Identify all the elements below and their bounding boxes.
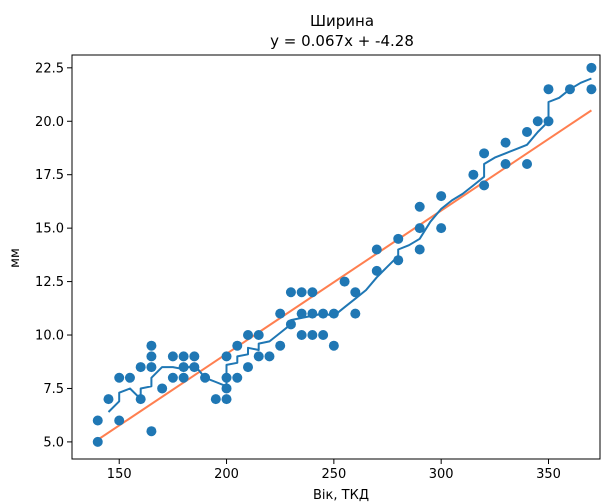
data-point (114, 372, 125, 383)
data-point (178, 362, 189, 373)
data-point (393, 255, 404, 266)
data-point (318, 308, 329, 319)
x-tick-label: 200 (214, 467, 239, 482)
data-point (135, 394, 146, 405)
x-tick-label: 150 (107, 467, 132, 482)
data-point (479, 148, 490, 159)
data-point (328, 308, 339, 319)
x-axis-label: Вік, ТКД (313, 488, 369, 502)
y-tick-label: 15.0 (35, 222, 64, 237)
data-point (157, 383, 168, 394)
data-point (500, 159, 511, 170)
data-point (221, 394, 232, 405)
y-tick-label: 10.0 (35, 329, 64, 344)
data-point (414, 223, 425, 234)
data-point (178, 372, 189, 383)
data-point (285, 287, 296, 298)
data-point (307, 308, 318, 319)
y-tick-label: 12.5 (35, 275, 64, 290)
data-point (92, 436, 103, 447)
data-point (371, 265, 382, 276)
y-tick-label: 17.5 (35, 168, 64, 183)
data-point (586, 62, 597, 73)
data-point (296, 330, 307, 341)
x-tick-label: 350 (536, 467, 561, 482)
data-point (564, 84, 575, 95)
y-axis-label: мм (8, 248, 23, 268)
points-layer (92, 62, 597, 447)
x-tick-label: 250 (321, 467, 346, 482)
y-tick-label: 22.5 (35, 61, 64, 76)
x-tick-label: 300 (429, 467, 454, 482)
data-point (522, 126, 533, 137)
data-point (468, 169, 479, 180)
data-point (253, 351, 264, 362)
data-point (178, 351, 189, 362)
y-tick-label: 5.0 (43, 435, 64, 450)
data-point (275, 308, 286, 319)
data-point (307, 330, 318, 341)
data-point (135, 362, 146, 373)
data-point (200, 372, 211, 383)
data-point (436, 191, 447, 202)
chart-title: Ширина (310, 12, 374, 30)
data-point (275, 340, 286, 351)
data-point (393, 233, 404, 244)
fit-line (97, 109, 592, 441)
data-point (114, 415, 125, 426)
data-point (586, 84, 597, 95)
data-point (92, 415, 103, 426)
data-point (350, 287, 361, 298)
data-point (500, 137, 511, 148)
data-point (296, 308, 307, 319)
y-axis: 5.0 7.5 10.0 12.5 15.0 17.5 20.0 22.5 (35, 61, 72, 450)
data-point (339, 276, 350, 287)
data-point (543, 84, 554, 95)
data-point (189, 362, 200, 373)
data-point (328, 340, 339, 351)
data-point (243, 362, 253, 373)
data-point (414, 244, 425, 255)
chart-subtitle: y = 0.067x + -4.28 (270, 32, 414, 50)
data-point (243, 330, 253, 341)
data-point (221, 372, 232, 383)
fit-layer (97, 109, 592, 441)
data-point (371, 244, 382, 255)
data-point (189, 351, 200, 362)
data-point (253, 330, 264, 341)
data-point (232, 372, 243, 383)
y-tick-label: 20.0 (35, 115, 64, 130)
data-point (146, 426, 157, 437)
moving-average-line (107, 77, 592, 413)
data-point (543, 116, 554, 127)
data-point (350, 308, 361, 319)
moving-layer (107, 77, 592, 413)
data-point (479, 180, 490, 191)
data-point (296, 287, 307, 298)
data-point (285, 319, 296, 330)
data-point (221, 351, 232, 362)
data-point (436, 223, 447, 234)
data-point (167, 351, 178, 362)
data-point (522, 159, 533, 170)
data-point (210, 394, 221, 405)
data-point (146, 351, 157, 362)
data-point (232, 340, 243, 351)
data-point (146, 340, 157, 351)
data-point (146, 362, 157, 373)
data-point (221, 383, 232, 394)
data-point (532, 116, 543, 127)
data-point (414, 201, 425, 212)
data-point (307, 287, 318, 298)
data-point (318, 330, 329, 341)
x-axis: 150 200 250 300 350 (107, 459, 561, 482)
data-point (167, 372, 178, 383)
data-point (124, 372, 135, 383)
data-point (264, 351, 275, 362)
axes-frame (71, 54, 601, 460)
data-point (103, 394, 114, 405)
y-tick-label: 7.5 (43, 382, 64, 397)
